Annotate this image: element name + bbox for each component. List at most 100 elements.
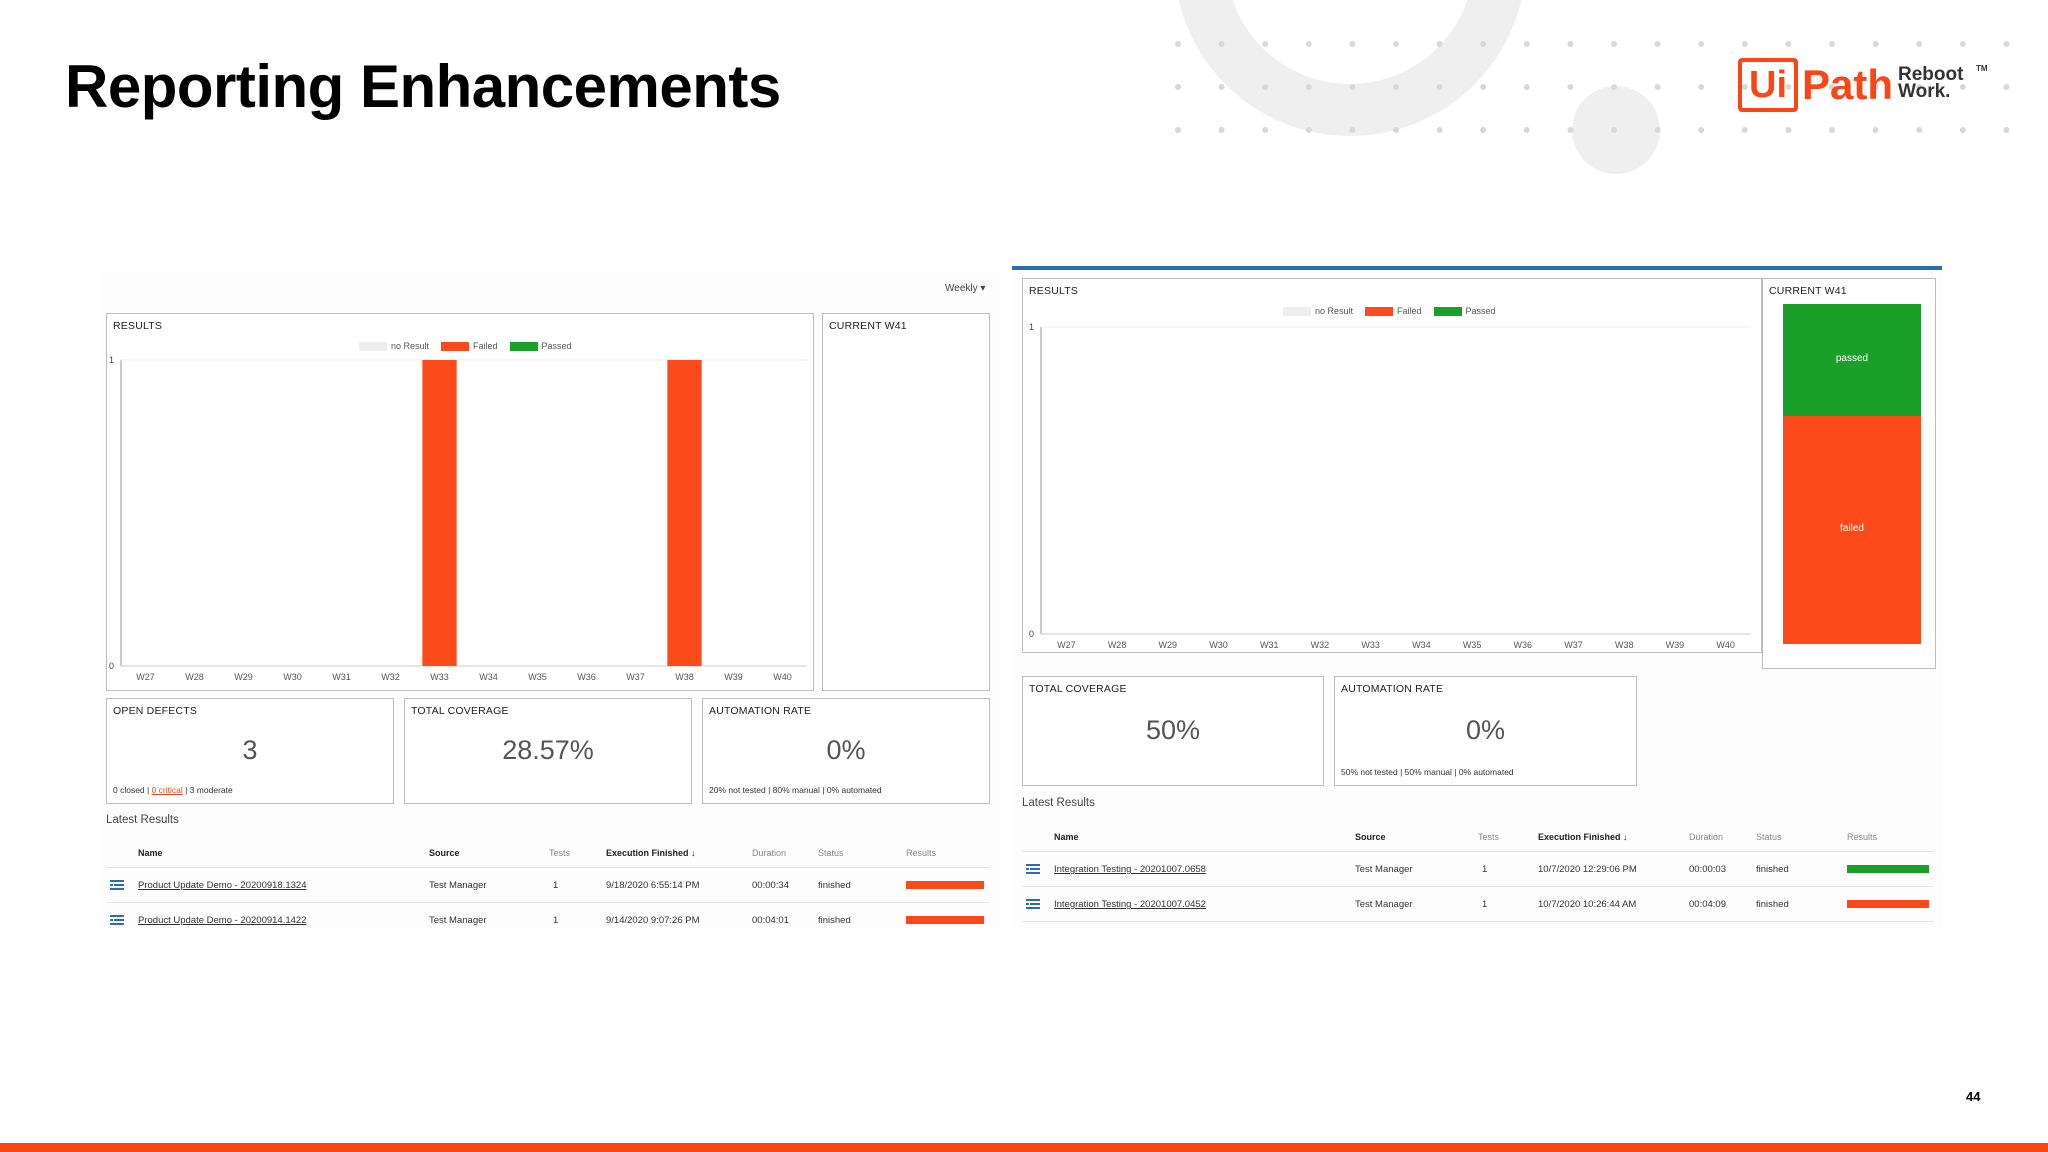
column-duration[interactable]: Duration [752,848,787,858]
decorative-dot [1567,41,1574,47]
legend-label-passed: Passed [1465,306,1496,316]
column-tests[interactable]: Tests [1478,832,1500,842]
decorative-dot [1436,41,1443,47]
x-tick-label: W27 [1057,640,1076,650]
decorative-dot [1959,41,1966,47]
decorative-dot [1218,127,1225,133]
automation-rate-title: AUTOMATION RATE [1341,683,1444,695]
decorative-dot [1175,84,1181,90]
test-set-icon [110,880,124,890]
bar-failed-w33 [422,360,457,666]
total-coverage-card: TOTAL COVERAGE 50% [1022,676,1324,786]
decorative-dot [2003,41,2010,47]
decorative-dot [1959,127,1966,133]
legend-swatch-no-result [1283,306,1311,316]
legend-label-failed: Failed [1397,306,1422,316]
execution-tests: 1 [553,880,559,891]
x-tick-label: W31 [1260,640,1279,650]
current-week-title: CURRENT W41 [829,320,907,332]
critical-defects-link[interactable]: 0 critical [151,785,183,795]
column-results[interactable]: Results [906,848,937,858]
bar-failed-w38 [667,360,702,666]
decorative-dot [1436,127,1443,133]
table-header: Name Source Tests Execution Finished ↓ D… [106,838,990,868]
decorative-dot [1654,127,1661,133]
column-execution-finished[interactable]: Execution Finished ↓ [1538,832,1628,842]
x-tick-label: W39 [724,672,743,682]
x-tick-label: W37 [1564,640,1583,650]
column-execution-finished[interactable]: Execution Finished ↓ [606,848,696,858]
logo-ui-mark: Ui [1738,58,1798,112]
current-week-panel: CURRENT W41 passed failed [1762,278,1936,669]
column-tests[interactable]: Tests [549,848,571,858]
total-coverage-value: 50% [1145,715,1201,745]
decorative-dot [1567,84,1574,90]
column-results[interactable]: Results [1847,832,1878,842]
moderate-count: | 3 moderate [182,785,233,795]
decorative-dot [1654,84,1661,90]
column-source[interactable]: Source [429,848,460,858]
current-week-stacked-bar: passed failed [1783,304,1921,644]
column-source[interactable]: Source [1355,832,1386,842]
decorative-dot [1872,127,1879,133]
legend-label-passed: Passed [541,341,572,351]
automation-rate-card: AUTOMATION RATE 0% 50% not tested | 50% … [1334,676,1637,786]
automation-rate-title: AUTOMATION RATE [709,705,812,717]
column-duration[interactable]: Duration [1689,832,1724,842]
column-status[interactable]: Status [1756,832,1782,842]
column-name[interactable]: Name [1054,832,1079,842]
decorative-dot [1741,41,1748,47]
legend-swatch-no-result [359,341,387,351]
result-bar-failed [906,881,984,889]
automation-rate-breakdown: 50% not tested | 50% manual | 0% automat… [1341,767,1514,777]
decorative-dot [1872,84,1879,90]
decorative-dot [1262,127,1269,133]
execution-name-link[interactable]: Product Update Demo - 20200914.1422 [138,915,307,926]
period-dropdown-label: Weekly [945,283,978,294]
table-row[interactable]: Integration Testing - 20201007.0658 Test … [1022,852,1934,887]
latest-results-label: Latest Results [1022,797,1095,809]
decorative-dot [2003,127,2010,133]
x-tick-label: W28 [1108,640,1127,650]
column-status[interactable]: Status [818,848,844,858]
execution-source: Test Manager [429,915,487,926]
decorative-dot [1349,84,1356,90]
stack-segment-label: failed [1840,523,1864,535]
legend-swatch-passed [509,341,538,351]
table-row[interactable]: Product Update Demo - 20200918.1324 Test … [106,868,990,903]
sort-down-arrow-icon: ↓ [1623,832,1628,842]
table-row[interactable]: Product Update Demo - 20200914.1422 Test … [106,903,990,930]
decorative-dot [1262,41,1269,47]
period-dropdown[interactable]: Weekly ▾ [945,283,985,294]
legend-swatch-failed [1365,306,1394,316]
legend-swatch-passed [1433,306,1462,316]
decorative-dot [1218,84,1225,90]
decorative-dot [1480,41,1487,47]
execution-name-link[interactable]: Product Update Demo - 20200918.1324 [138,880,307,891]
result-bar-passed [1847,865,1929,873]
decorative-dot [2003,84,2010,90]
column-name[interactable]: Name [138,848,163,858]
result-bar-failed [1847,900,1929,908]
execution-name-link[interactable]: Integration Testing - 20201007.0658 [1054,864,1206,875]
x-tick-label: W40 [1716,640,1735,650]
automation-rate-value: 0% [1465,715,1506,745]
open-defects-value: 3 [242,735,258,765]
x-tick-label: W29 [234,672,253,682]
decorative-dot [1175,127,1181,133]
decorative-dot [1741,127,1748,133]
table-row[interactable]: Integration Testing - 20201007.0452 Test … [1022,887,1934,922]
decorative-dot [1218,41,1225,47]
column-execution-finished-label: Execution Finished [1538,832,1621,842]
execution-source: Test Manager [429,880,487,891]
result-bar-failed [906,916,984,924]
results-bar-chart: 0 1 W27 W28 W29 W30 W31 W32 W33 W34 W35 W36 W37 W38 W3… [1029,322,1751,650]
decorative-dot [1523,84,1530,90]
execution-name-link[interactable]: Integration Testing - 20201007.0452 [1054,899,1206,910]
decorative-pattern [1175,0,2010,174]
automation-rate-breakdown: 20% not tested | 80% manual | 0% automat… [709,785,882,795]
x-tick-label: W30 [283,672,302,682]
decorative-dot [1393,84,1399,90]
decorative-dot [1916,127,1923,133]
execution-duration: 00:00:34 [752,880,789,891]
